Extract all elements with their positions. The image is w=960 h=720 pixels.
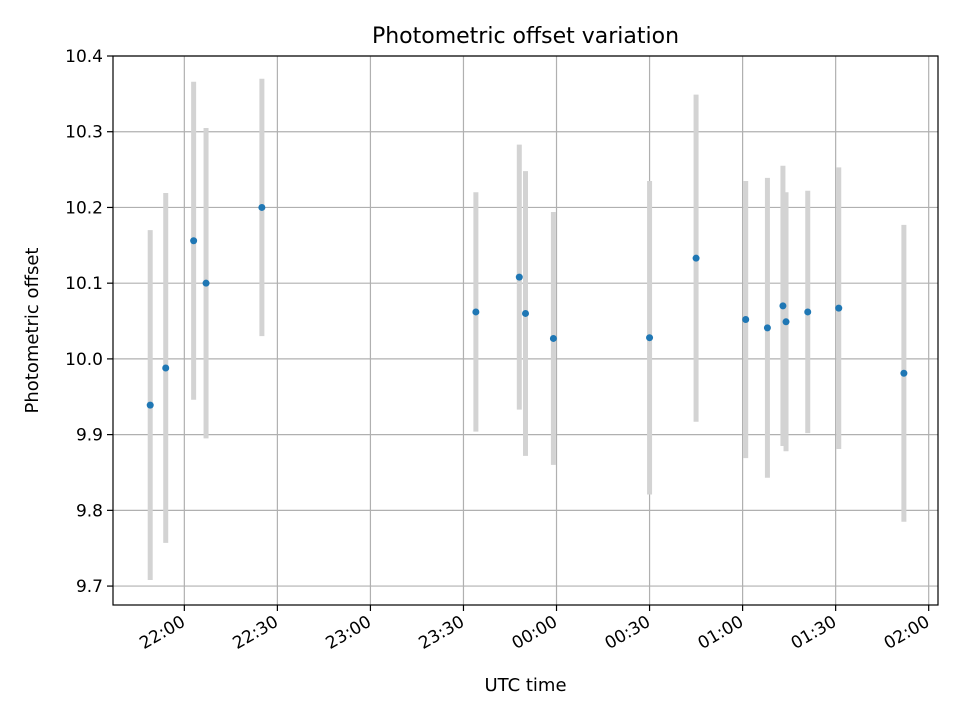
chart-title: Photometric offset variation <box>372 24 679 49</box>
y-tick-label: 10.0 <box>65 350 103 370</box>
data-point <box>190 237 198 245</box>
data-points <box>146 203 908 409</box>
y-tick-label: 9.7 <box>76 577 103 597</box>
data-point <box>742 316 750 324</box>
data-point <box>472 308 480 316</box>
data-point <box>763 324 771 332</box>
data-point <box>549 334 557 342</box>
data-point <box>162 364 170 372</box>
data-point <box>146 401 154 409</box>
y-tick-label: 9.8 <box>76 501 103 521</box>
data-point <box>804 308 812 316</box>
y-tick-label: 10.2 <box>65 198 103 218</box>
data-point <box>835 304 843 312</box>
y-tick-label: 10.3 <box>65 123 103 143</box>
data-point <box>779 302 787 310</box>
x-axis-label: UTC time <box>484 675 566 696</box>
data-point <box>900 369 908 377</box>
data-point <box>258 203 266 211</box>
y-axis-ticks: 9.7 9.8 9.9 10.0 10.1 10.2 10.3 10.4 <box>65 47 113 597</box>
y-tick-label: 10.4 <box>65 47 103 67</box>
data-point <box>515 273 523 281</box>
data-point <box>202 279 210 287</box>
plot-frame <box>112 55 939 606</box>
y-axis-label: Photometric offset <box>22 248 43 414</box>
y-tick-label: 10.1 <box>65 274 103 294</box>
y-tick-label: 9.9 <box>76 426 103 446</box>
data-point <box>646 334 654 342</box>
data-point <box>522 309 529 317</box>
data-point <box>782 318 790 326</box>
data-point <box>692 254 700 262</box>
